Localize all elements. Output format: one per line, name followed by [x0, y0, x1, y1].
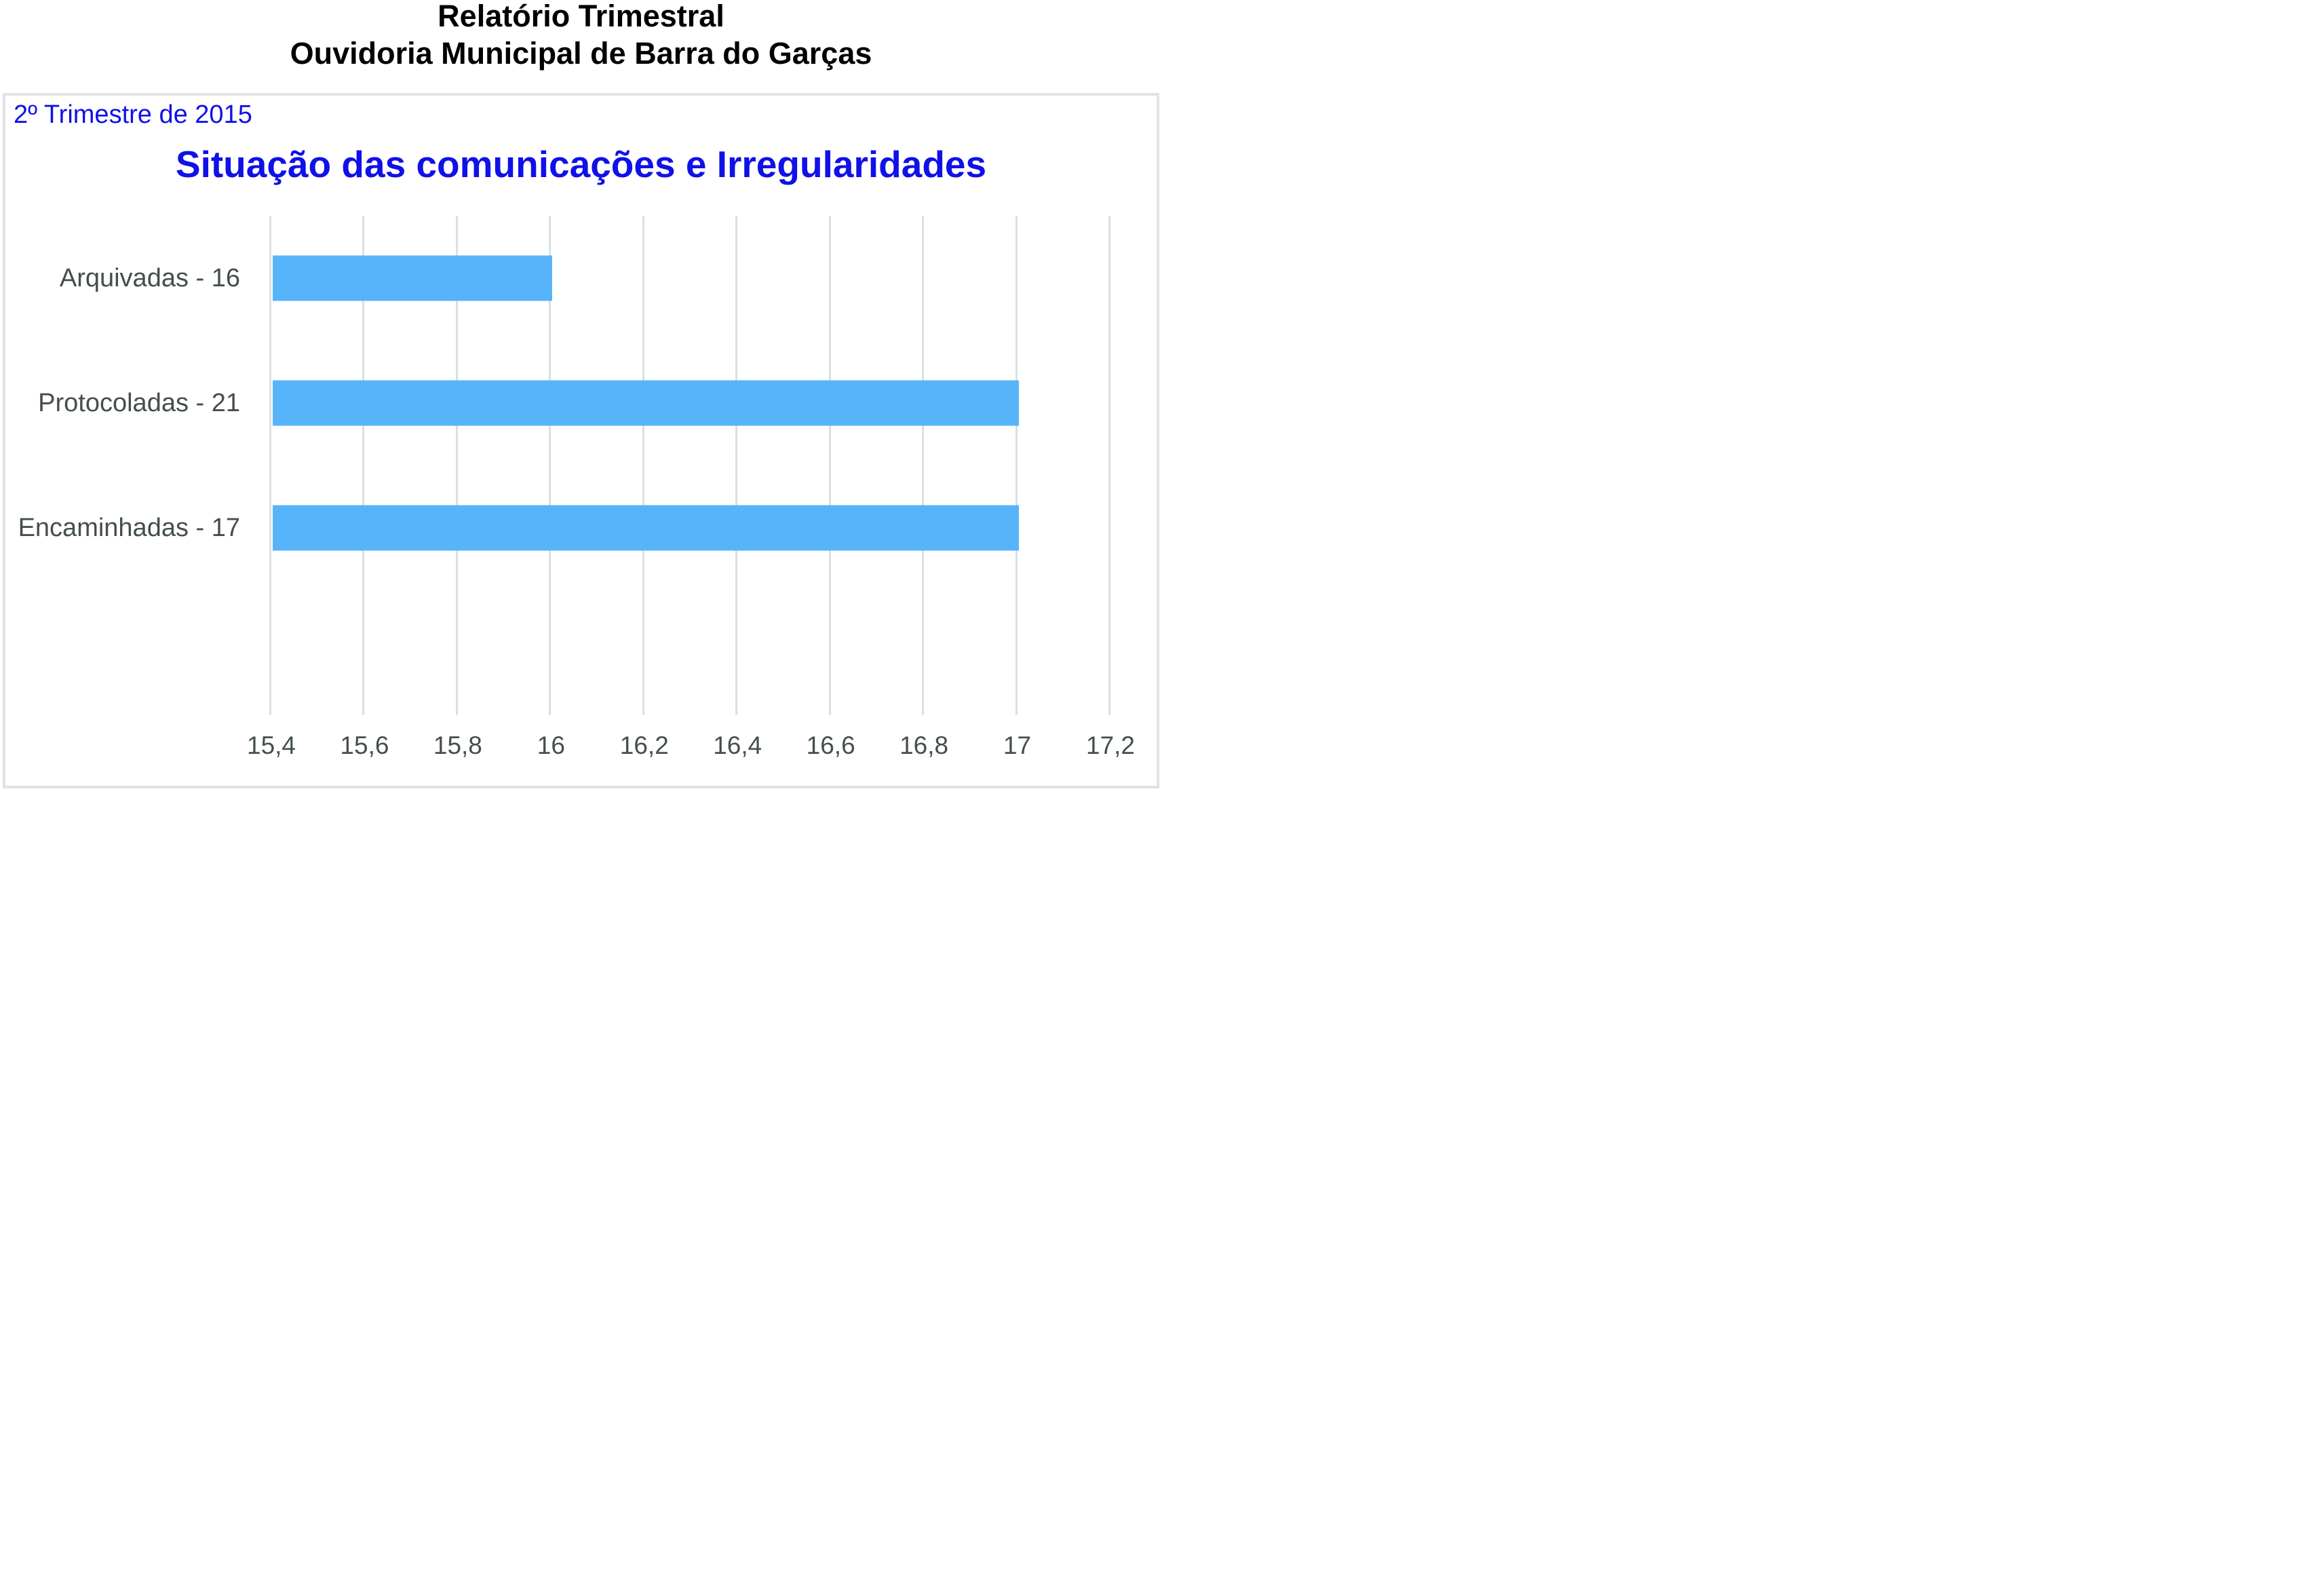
- report-title: Relatório Trimestral Ouvidoria Municipal…: [0, 0, 1162, 72]
- report-title-line1: Relatório Trimestral: [438, 0, 724, 33]
- bar-2: [273, 380, 1019, 426]
- gridline: [828, 216, 831, 715]
- category-label: Arquivadas - 16: [59, 264, 240, 292]
- x-axis-tick-label: 16,6: [806, 731, 855, 759]
- period-label: 2º Trimestre de 2015: [14, 100, 252, 129]
- x-axis-tick-label: 15,4: [246, 731, 296, 759]
- x-axis-tick-label: 16,4: [713, 731, 762, 759]
- x-axis-tick-label: 16,8: [899, 731, 949, 759]
- bar-1: [273, 255, 553, 301]
- bar-3: [273, 505, 1019, 551]
- chart-title: Situação das comunicações e Irregularida…: [175, 143, 987, 185]
- x-axis-tick-label: 15,8: [433, 731, 482, 759]
- x-axis-tick-label: 15,6: [340, 731, 389, 759]
- gridline: [922, 216, 925, 715]
- category-label: Encaminhadas - 17: [18, 514, 240, 542]
- report-page: Relatório Trimestral Ouvidoria Municipal…: [0, 0, 1162, 791]
- x-axis-tick-label: 16,2: [619, 731, 669, 759]
- gridline: [1108, 216, 1110, 715]
- report-title-line2: Ouvidoria Municipal de Barra do Garças: [290, 36, 872, 71]
- gridline: [549, 216, 551, 715]
- gridline: [735, 216, 738, 715]
- x-axis-tick-label: 17,2: [1085, 731, 1136, 759]
- gridline: [362, 216, 365, 715]
- report-frame: 2º Trimestre de 2015 Situação das comuni…: [3, 93, 1159, 788]
- gridline: [455, 216, 458, 715]
- category-label: Protocoladas - 21: [38, 389, 240, 417]
- bar-chart-plot-area: 15,4 15,6 15,8 16 16,2 16,4 16,6 16,8 17 17,2 Arqu…: [18, 216, 1135, 759]
- x-axis-tick-label: 17: [1003, 731, 1032, 759]
- gridline: [1015, 216, 1018, 715]
- gridline: [642, 216, 644, 715]
- gridline: [269, 216, 271, 715]
- x-axis-tick-label: 16: [537, 731, 565, 759]
